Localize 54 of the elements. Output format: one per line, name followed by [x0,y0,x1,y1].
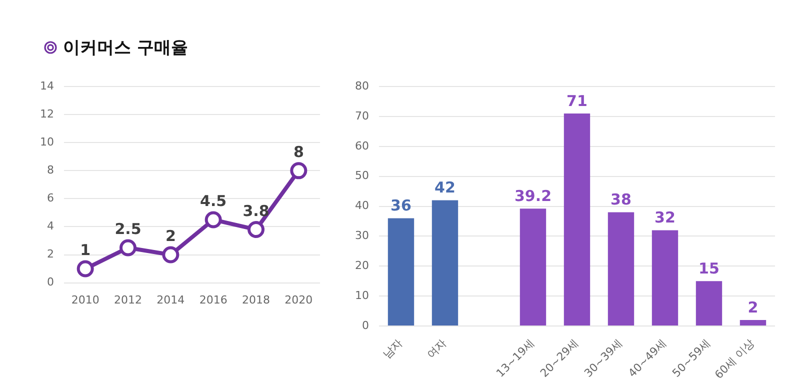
y-tick-label: 8 [46,164,54,177]
data-label: 2 [748,298,758,316]
y-tick-label: 80 [354,79,369,92]
data-label: 3.8 [242,202,270,220]
data-label: 38 [610,190,632,209]
bar [388,218,414,326]
bar [432,200,458,326]
bar [652,230,678,326]
y-tick-label: 60 [354,139,369,152]
data-label: 2 [165,227,176,246]
y-tick-label: 30 [354,229,369,242]
y-tick-label: 50 [354,169,369,182]
bar [740,320,766,326]
data-label: 2.5 [114,220,142,238]
point [120,239,136,256]
data-label: 1 [80,241,91,260]
y-tick-label: 6 [46,192,54,205]
x-tick-label: 2010 [71,293,100,306]
point [248,221,264,238]
data-label: 15 [698,259,720,278]
data-label: 42 [434,178,456,197]
bar [696,281,722,326]
point [76,260,94,278]
y-tick-label: 0 [46,276,54,289]
x-tick-label: 2018 [242,293,270,306]
y-tick-label: 12 [40,107,54,120]
bar [520,208,546,326]
y-tick-label: 10 [354,288,369,302]
chart-title: 이커머스 구매율 [63,37,188,59]
bar [608,212,634,326]
data-label: 8 [293,143,304,162]
x-tick-label: 여자 [424,336,450,362]
x-tick-label: 2016 [199,293,228,306]
y-tick-label: 40 [354,199,369,212]
data-label: 39.2 [514,187,552,206]
y-tick-label: 0 [362,318,369,332]
bar [564,114,590,326]
x-tick-label: 2020 [284,293,313,306]
y-tick-label: 20 [354,258,369,272]
y-tick-label: 14 [40,79,54,92]
y-tick-label: 70 [354,109,369,122]
data-label: 4.5 [200,192,227,210]
x-tick-label: 2012 [114,293,142,306]
point [162,246,180,264]
y-tick-label: 2 [46,248,54,261]
x-tick-label: 남자 [380,336,406,362]
point [290,162,308,180]
x-tick-label: 2014 [156,293,185,306]
point [204,211,222,228]
data-label: 32 [654,208,676,227]
data-label: 71 [566,92,588,110]
data-label: 36 [390,196,412,215]
y-tick-label: 10 [40,136,54,149]
y-tick-label: 4 [46,220,54,233]
